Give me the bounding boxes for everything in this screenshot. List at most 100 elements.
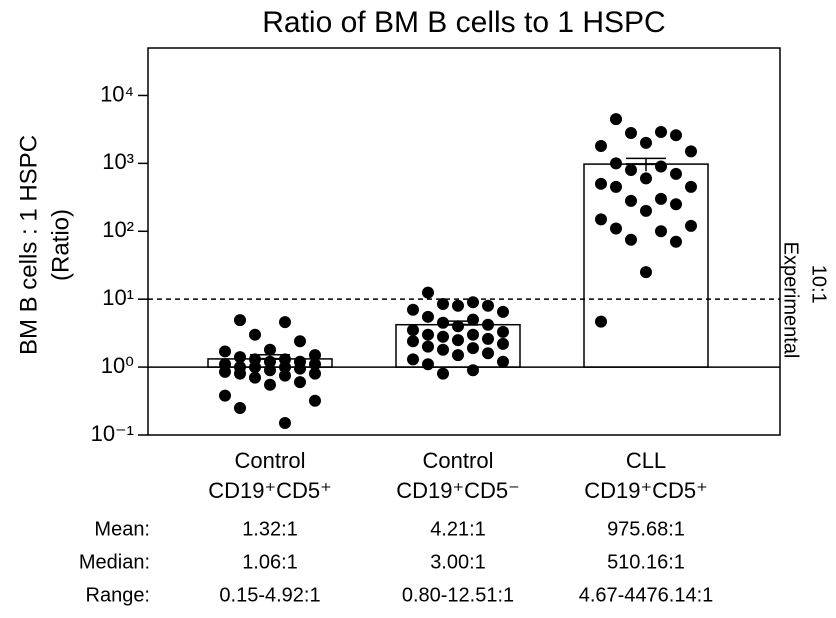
data-point bbox=[497, 355, 509, 368]
data-point bbox=[452, 299, 464, 312]
data-point bbox=[610, 222, 622, 235]
data-point bbox=[670, 167, 682, 180]
data-point bbox=[497, 305, 509, 318]
bar bbox=[583, 163, 709, 368]
data-point bbox=[482, 332, 494, 345]
chart-title: Ratio of BM B cells to 1 HSPC bbox=[262, 6, 665, 39]
y-axis-label-sub: (Ratio) bbox=[47, 209, 74, 281]
data-point bbox=[482, 318, 494, 331]
data-point bbox=[670, 198, 682, 211]
y-tick-label: 10² bbox=[102, 217, 134, 242]
data-point bbox=[655, 125, 667, 138]
data-point bbox=[219, 365, 231, 378]
data-point bbox=[279, 369, 291, 382]
data-point bbox=[264, 378, 276, 391]
data-point bbox=[640, 172, 652, 185]
stats-label: Median: bbox=[79, 551, 150, 573]
data-point bbox=[437, 343, 449, 356]
reference-label: 10:1 bbox=[808, 265, 830, 304]
data-point bbox=[467, 342, 479, 355]
data-point bbox=[422, 340, 434, 353]
data-point bbox=[670, 235, 682, 248]
data-point bbox=[610, 157, 622, 170]
stats-value: 4.67-4476.14:1 bbox=[579, 584, 714, 606]
data-point bbox=[234, 367, 246, 380]
data-point bbox=[234, 401, 246, 414]
stats-value: 3.00:1 bbox=[430, 551, 486, 573]
y-tick-label: 10⁴ bbox=[100, 81, 134, 106]
data-point bbox=[219, 389, 231, 402]
data-point bbox=[655, 160, 667, 173]
data-point bbox=[482, 299, 494, 312]
data-point bbox=[249, 328, 261, 341]
data-point bbox=[640, 266, 652, 279]
data-point bbox=[467, 313, 479, 326]
stats-value: 1.06:1 bbox=[242, 551, 298, 573]
y-tick-label: 10³ bbox=[102, 149, 134, 174]
data-point bbox=[437, 297, 449, 310]
x-tick-label: CLL bbox=[626, 448, 666, 473]
side-note: Experimental bbox=[780, 242, 802, 359]
x-tick-label: Control bbox=[235, 448, 306, 473]
data-point bbox=[610, 180, 622, 193]
data-point bbox=[685, 219, 697, 232]
data-point bbox=[249, 371, 261, 384]
data-point bbox=[309, 367, 321, 380]
data-point bbox=[655, 192, 667, 205]
data-point bbox=[640, 136, 652, 149]
data-point bbox=[640, 204, 652, 217]
data-point bbox=[407, 335, 419, 348]
data-point bbox=[219, 345, 231, 358]
data-point bbox=[595, 213, 607, 226]
data-point bbox=[685, 180, 697, 193]
data-point bbox=[625, 194, 637, 207]
data-point bbox=[279, 316, 291, 329]
data-point bbox=[625, 127, 637, 140]
data-point bbox=[437, 330, 449, 343]
data-point bbox=[279, 417, 291, 430]
stats-value: 1.32:1 bbox=[242, 518, 298, 540]
y-tick-label: 10¹ bbox=[102, 285, 134, 310]
y-tick-label: 10⁻¹ bbox=[91, 421, 134, 446]
data-point bbox=[264, 364, 276, 377]
data-point bbox=[497, 337, 509, 350]
data-point bbox=[309, 394, 321, 407]
stats-value: 4.21:1 bbox=[430, 518, 486, 540]
data-point bbox=[407, 303, 419, 316]
data-point bbox=[309, 349, 321, 362]
data-point bbox=[422, 328, 434, 341]
x-tick-label-sub: CD19⁺CD5⁺ bbox=[208, 478, 331, 503]
x-tick-label: Control bbox=[423, 448, 494, 473]
data-point bbox=[264, 343, 276, 356]
data-point bbox=[407, 353, 419, 366]
data-point bbox=[437, 367, 449, 380]
data-point bbox=[610, 113, 622, 126]
x-tick-label-sub: CD19⁺CD5⁻ bbox=[396, 478, 519, 503]
data-point bbox=[234, 351, 246, 364]
data-point bbox=[685, 145, 697, 158]
data-point bbox=[625, 233, 637, 246]
data-point bbox=[407, 324, 419, 337]
data-point bbox=[655, 225, 667, 238]
data-point bbox=[467, 328, 479, 341]
data-point bbox=[467, 296, 479, 309]
data-point bbox=[497, 325, 509, 338]
stats-value: 0.15-4.92:1 bbox=[219, 584, 320, 606]
y-tick-label: 10⁰ bbox=[101, 353, 134, 378]
data-point bbox=[294, 335, 306, 348]
data-point bbox=[452, 320, 464, 333]
data-point bbox=[595, 315, 607, 328]
data-point bbox=[595, 177, 607, 190]
x-tick-label-sub: CD19⁺CD5⁺ bbox=[584, 478, 707, 503]
data-point bbox=[422, 310, 434, 323]
data-point bbox=[264, 355, 276, 368]
data-point bbox=[422, 286, 434, 299]
y-axis-label: BM B cells : 1 HSPC bbox=[15, 135, 42, 355]
data-point bbox=[294, 362, 306, 375]
stats-value: 975.68:1 bbox=[607, 518, 685, 540]
data-point bbox=[234, 314, 246, 327]
stats-label: Range: bbox=[86, 584, 151, 606]
data-point bbox=[452, 349, 464, 362]
data-point bbox=[670, 129, 682, 142]
stats-value: 0.80-12.51:1 bbox=[402, 584, 514, 606]
